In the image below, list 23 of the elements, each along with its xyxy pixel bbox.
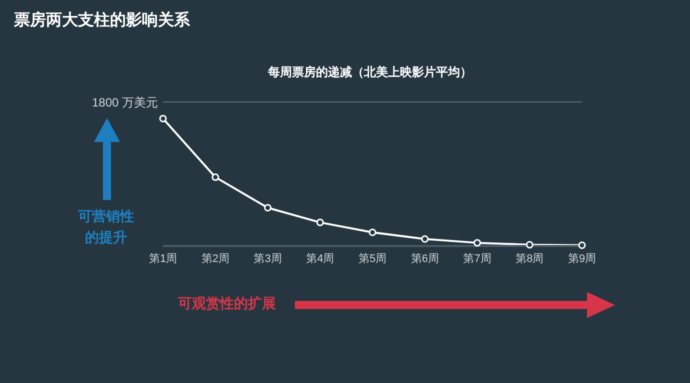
point (159, 114, 167, 122)
chart-subtitle: 每周票房的递减（北美上映影片平均） (267, 64, 473, 81)
point (578, 241, 586, 249)
point (526, 240, 534, 248)
x-tick-label: 第1周 (148, 252, 178, 265)
point (316, 218, 324, 226)
ref-line-label: 1800 万美元 (92, 95, 158, 110)
x-tick-label: 第9周 (568, 252, 596, 265)
chart-title: 票房两大支柱的影响关系 (14, 10, 190, 31)
point (421, 235, 429, 243)
point (212, 173, 220, 181)
x-tick-label: 第5周 (358, 252, 387, 265)
x-tick-label: 第4周 (306, 252, 334, 265)
point (474, 239, 481, 247)
x-tick-label: 第6周 (410, 252, 439, 265)
text: 可观赏性的扩展 (178, 295, 276, 313)
x-tick-label: 第2周 (201, 252, 230, 265)
x-tick-label: 第8周 (516, 252, 544, 265)
x-tick-label: 第3周 (254, 252, 282, 265)
text: 可营销性的提升 (77, 207, 135, 247)
x-tick-label: 第7周 (463, 252, 492, 265)
point (264, 204, 272, 212)
point (368, 228, 376, 236)
